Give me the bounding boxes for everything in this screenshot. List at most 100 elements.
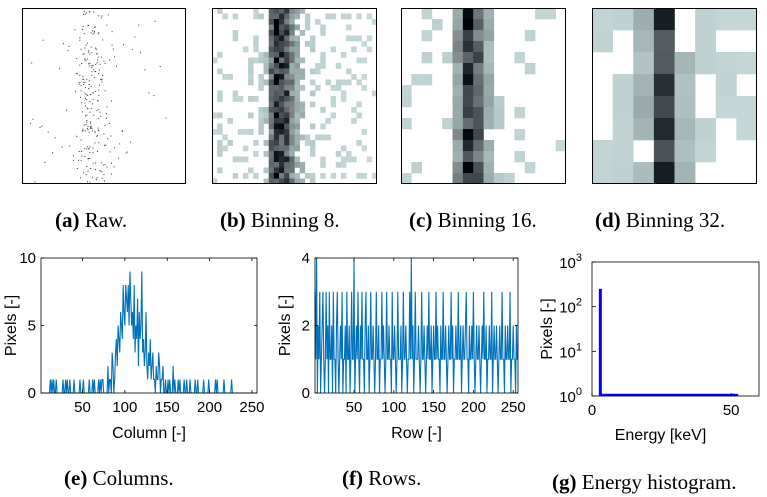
heat-cell — [268, 63, 275, 69]
raw-dot — [105, 117, 107, 119]
raw-dot — [100, 17, 102, 19]
heat-cell — [273, 101, 280, 108]
heat-cell — [294, 140, 300, 146]
raw-dot — [107, 138, 109, 140]
raw-dot — [90, 127, 92, 129]
heat-cell — [279, 134, 285, 141]
raw-dot — [98, 72, 100, 74]
raw-dot — [81, 63, 83, 64]
heat-cell — [273, 13, 280, 20]
heat-cell — [315, 134, 321, 141]
raw-dot — [89, 157, 91, 159]
bin8-cells — [212, 8, 377, 184]
heat-cell — [294, 162, 300, 168]
y-tick-label: 101 — [559, 341, 582, 361]
heat-cell — [294, 24, 300, 31]
heat-cell — [452, 30, 464, 42]
heat-cell — [346, 68, 352, 75]
raw-dot — [90, 125, 92, 127]
heat-cell — [284, 96, 290, 102]
heat-cell — [279, 101, 285, 108]
raw-dot — [76, 73, 78, 74]
heat-cell — [289, 118, 295, 124]
raw-dot — [73, 155, 74, 157]
heat-cell — [299, 57, 306, 64]
heat-cell — [212, 57, 218, 64]
heat-cell — [442, 52, 453, 64]
heat-cell — [273, 35, 280, 42]
y-tick-label: 5 — [28, 318, 36, 335]
heat-cell — [268, 96, 275, 102]
heat-cell — [284, 52, 290, 58]
raw-dot — [85, 174, 87, 176]
heat-cell — [289, 35, 295, 42]
heat-cell — [330, 101, 337, 108]
heat-cell — [351, 46, 357, 53]
raw-dot — [91, 65, 93, 67]
heat-cell — [268, 8, 275, 14]
heat-cell — [309, 68, 316, 75]
x-tick-label: 100 — [112, 399, 137, 416]
heat-cell — [284, 46, 290, 53]
binning-8-image — [212, 8, 377, 184]
heat-cell — [736, 52, 757, 75]
heat-cell — [242, 156, 249, 163]
heat-cell — [273, 63, 280, 69]
heat-cell — [462, 118, 474, 130]
raw-dot — [83, 172, 85, 174]
heat-cell — [273, 134, 280, 141]
heat-cell — [452, 85, 464, 97]
heat-cell — [273, 8, 280, 14]
heat-cell — [294, 46, 300, 53]
heat-cell — [340, 156, 347, 163]
raw-dot — [90, 94, 92, 95]
raw-dot — [89, 53, 91, 55]
heat-cell — [289, 134, 295, 141]
heat-cell — [294, 41, 300, 47]
raw-dot — [82, 75, 84, 77]
raw-dot — [121, 129, 123, 131]
heat-cell — [330, 85, 337, 91]
heat-cell — [356, 112, 362, 119]
heat-cell — [268, 35, 275, 42]
heat-cell — [279, 8, 285, 14]
heat-cell — [279, 118, 285, 124]
heat-cell — [232, 35, 239, 42]
heat-cell — [462, 162, 474, 174]
heat-cell — [273, 145, 280, 152]
heat-cell — [248, 129, 254, 135]
raw-dot — [86, 58, 88, 60]
caption-a: (a) Raw. — [55, 208, 128, 232]
heat-cell — [299, 30, 306, 36]
raw-dot — [85, 105, 86, 107]
heat-cell — [736, 96, 757, 119]
raw-dot — [104, 62, 106, 64]
raw-dot — [80, 90, 82, 92]
heat-cell — [555, 140, 566, 152]
heat-cell — [284, 162, 290, 168]
heat-cell — [473, 96, 484, 108]
heat-cell — [273, 118, 280, 124]
heat-cell — [279, 46, 285, 53]
raw-dot — [31, 62, 33, 64]
heat-cell — [217, 145, 223, 152]
heat-cell — [320, 30, 326, 36]
heat-cell — [263, 140, 270, 146]
heat-cell — [258, 129, 264, 135]
raw-dot — [129, 141, 131, 143]
heat-cell — [325, 118, 331, 124]
raw-dot — [125, 152, 127, 154]
raw-dot — [93, 31, 95, 33]
heat-cell — [473, 118, 484, 130]
heat-cell — [361, 57, 367, 64]
raw-dot — [91, 127, 93, 129]
raw-dot — [66, 109, 67, 111]
raw-dot — [86, 107, 88, 109]
raw-dot — [98, 109, 100, 111]
raw-dot — [84, 47, 86, 49]
raw-dot — [111, 100, 112, 102]
heat-cell — [273, 85, 280, 91]
heat-cell — [273, 79, 280, 86]
heat-cell — [273, 112, 280, 119]
raw-dot — [97, 33, 99, 35]
